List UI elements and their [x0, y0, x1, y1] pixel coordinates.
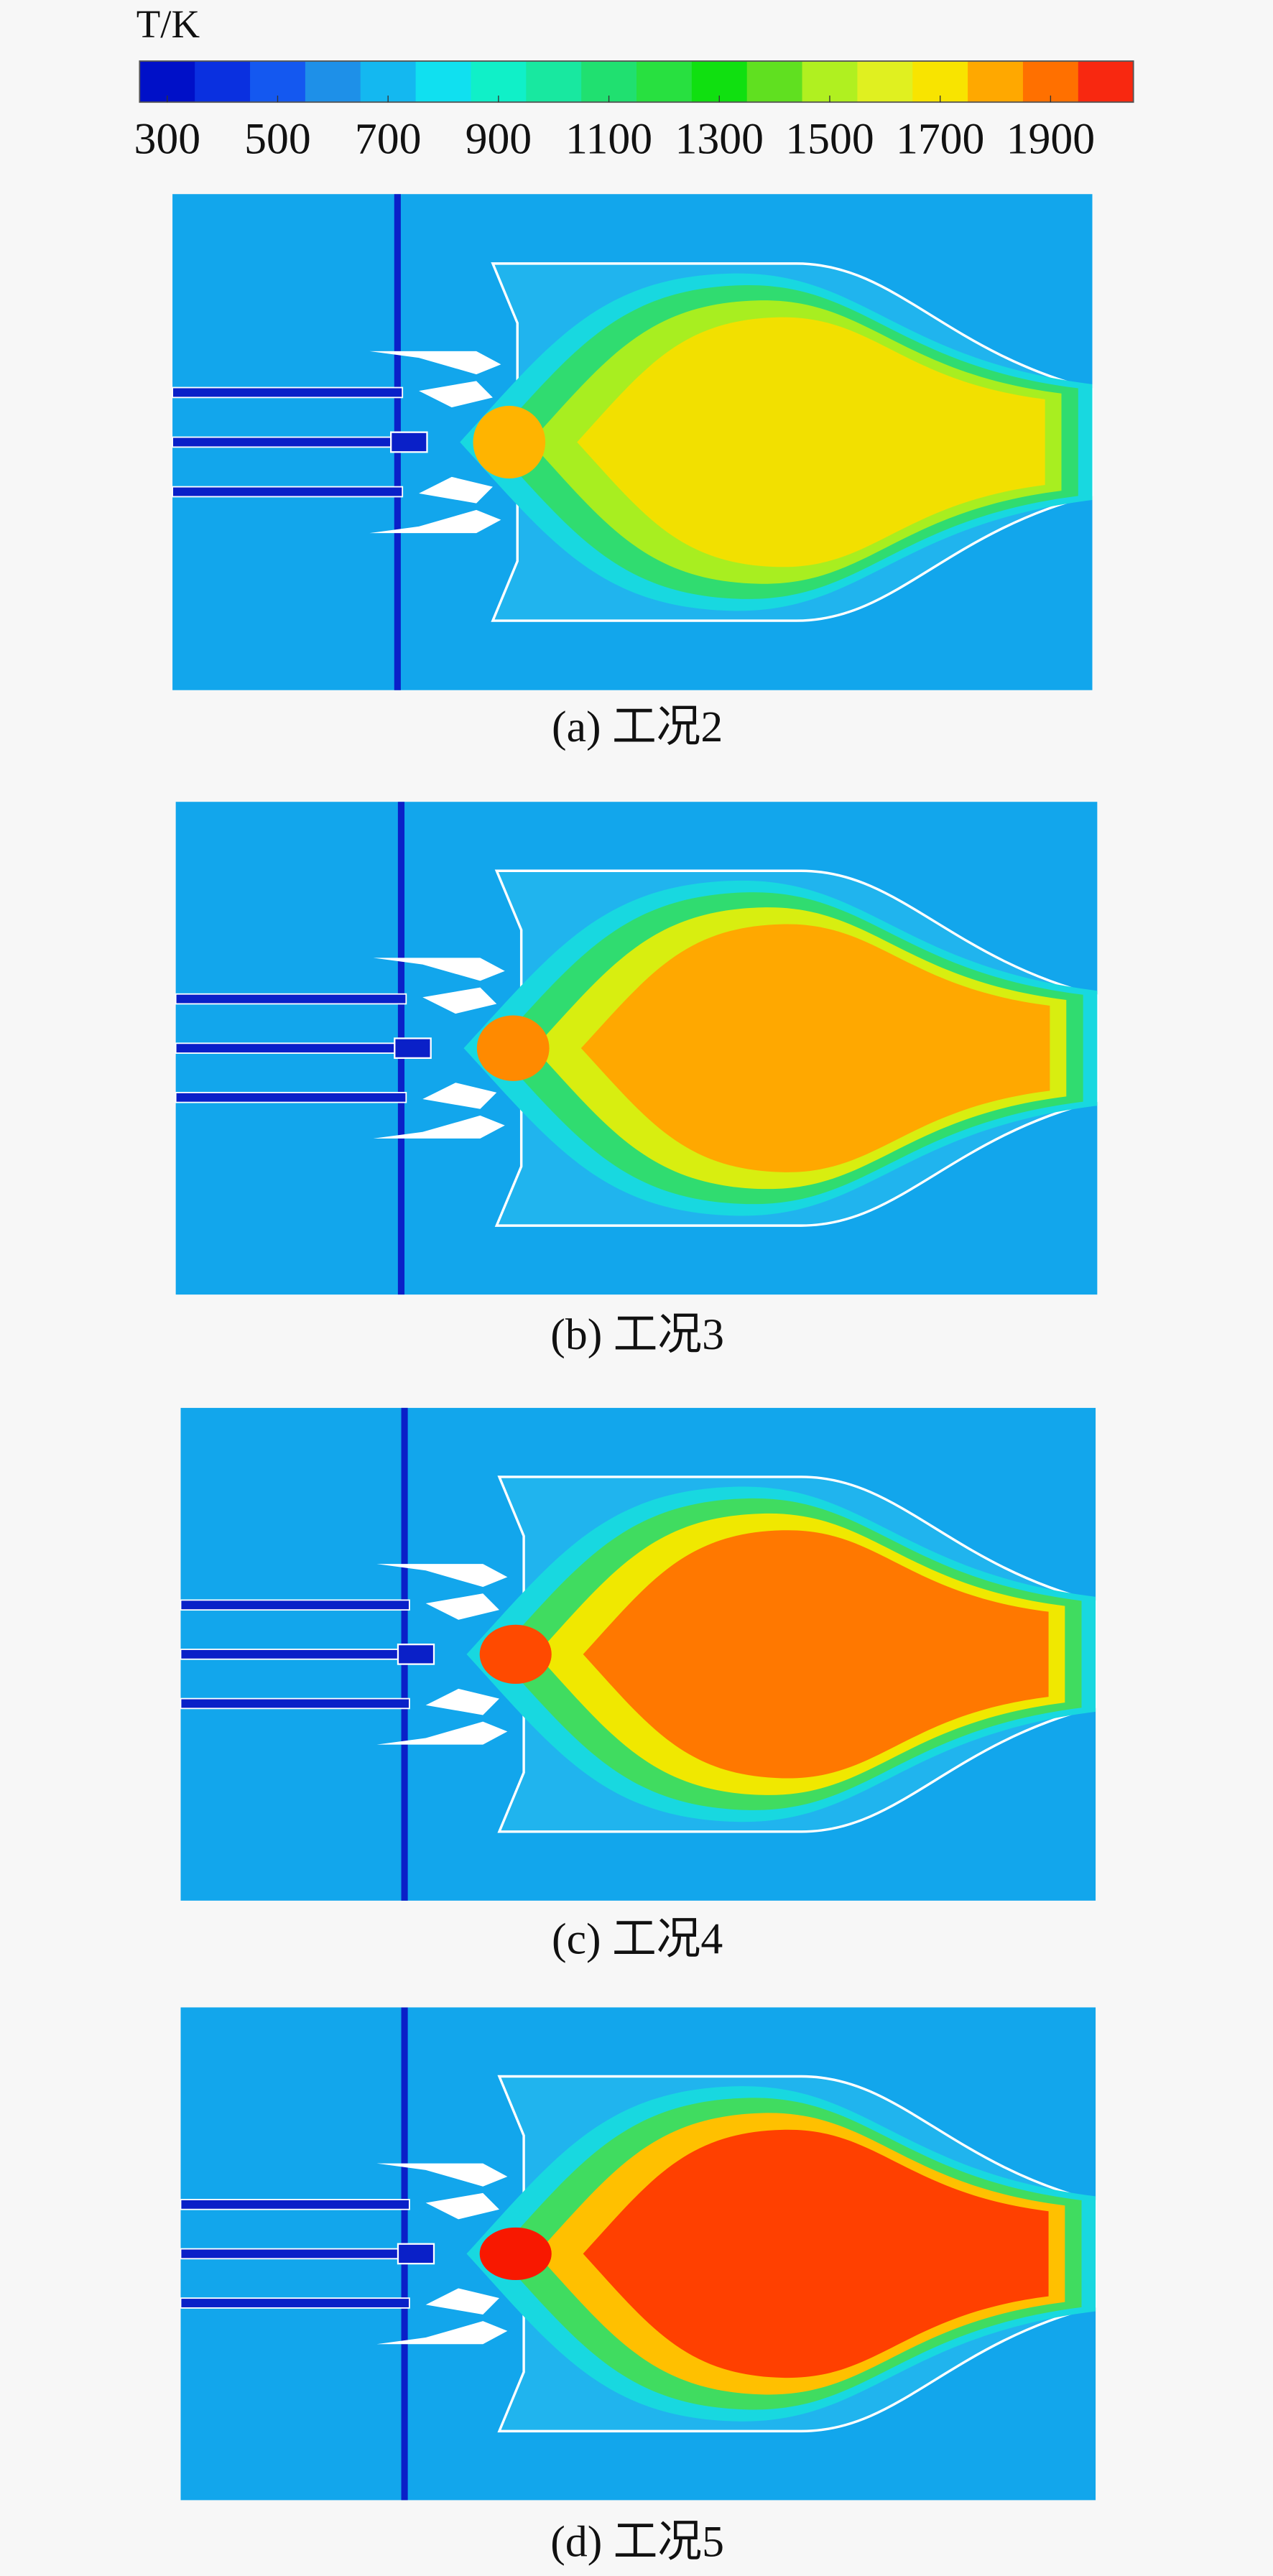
colorbar-segment — [195, 61, 251, 103]
flame-root — [476, 1015, 550, 1081]
colorbar-segment — [691, 61, 748, 103]
swirler-vane — [425, 1593, 499, 1620]
flame-layer — [583, 1530, 1049, 1779]
swirler-vane — [419, 381, 493, 408]
colorbar-tick-label: 1100 — [565, 115, 652, 164]
colorbar-segment — [471, 61, 527, 103]
swirler-vane — [373, 1115, 505, 1139]
colorbar-frame — [139, 60, 1134, 103]
swirler-vane — [369, 509, 501, 534]
panel-caption: (b) 工况3 — [550, 1310, 724, 1359]
colorbar-label: T/K — [136, 2, 200, 46]
injector — [397, 1644, 435, 1665]
flame-root — [473, 405, 546, 479]
swirler-vane — [425, 1688, 499, 1715]
colorbar-tick-label: 700 — [355, 115, 422, 164]
colorbar-segment — [360, 61, 417, 103]
panel-caption: (c) 工况4 — [552, 1914, 723, 1963]
swirler-vane — [369, 351, 501, 375]
fuel-pipe — [172, 486, 404, 498]
swirler-vane — [422, 1083, 497, 1109]
swirler-vane — [425, 2192, 499, 2220]
colorbar-segment — [968, 61, 1024, 103]
colorbar-segment — [1078, 61, 1134, 103]
colorbar-tick-label: 300 — [134, 115, 200, 164]
fuel-pipe — [180, 2248, 410, 2260]
contour-panel — [180, 1407, 1097, 1901]
colorbar-tick-label: 1700 — [896, 115, 984, 164]
colorbar-tick-label: 1300 — [675, 115, 764, 164]
panel-caption: (d) 工况5 — [550, 2518, 724, 2567]
colorbar-segment — [1022, 61, 1079, 103]
colorbar-tick-label: 500 — [244, 115, 311, 164]
colorbar-segment — [305, 61, 361, 103]
contour-panel — [180, 2007, 1097, 2501]
injector — [394, 1037, 432, 1060]
fuel-pipe — [175, 1042, 407, 1054]
swirler-vane — [422, 987, 497, 1014]
swirler-vane — [425, 2288, 499, 2315]
flame-layer — [580, 924, 1050, 1172]
panel-caption: (a) 工况2 — [552, 703, 723, 751]
fuel-pipe — [172, 386, 404, 399]
flame-layer — [577, 317, 1045, 567]
fuel-pipe — [175, 993, 407, 1005]
colorbar-segment — [526, 61, 582, 103]
swirler-vane — [419, 476, 493, 504]
injector — [390, 431, 428, 453]
colorbar-segment — [250, 61, 306, 103]
colorbar-tick-label: 900 — [466, 115, 532, 164]
flame-layer — [583, 2129, 1049, 2378]
injector — [397, 2243, 435, 2265]
colorbar-segment — [415, 61, 472, 103]
swirler-vane — [376, 1721, 508, 1745]
colorbar-segment — [912, 61, 968, 103]
flame-root — [479, 2227, 552, 2281]
fuel-pipe — [180, 1697, 410, 1710]
swirler-vane — [373, 958, 505, 981]
fuel-pipe — [172, 436, 404, 448]
fuel-pipe — [180, 2199, 410, 2210]
contour-panel — [175, 802, 1099, 1295]
colorbar-segment — [581, 61, 637, 103]
colorbar-segment — [802, 61, 858, 103]
fuel-pipe — [180, 1649, 410, 1660]
colorbar-segment — [636, 61, 693, 103]
contour-panel — [172, 194, 1094, 690]
swirler-vane — [376, 2321, 508, 2345]
swirler-vane — [376, 2163, 508, 2187]
flame-root — [479, 1624, 552, 1685]
colorbar-tick-label: 1900 — [1006, 115, 1095, 164]
colorbar-segment — [857, 61, 913, 103]
fuel-pipe — [175, 1091, 407, 1103]
colorbar-segment — [746, 61, 803, 103]
fuel-pipe — [180, 2297, 410, 2309]
colorbar-tick-label: 1500 — [785, 115, 874, 164]
colorbar-segment — [139, 61, 195, 103]
fuel-pipe — [180, 1599, 410, 1611]
swirler-vane — [376, 1564, 508, 1588]
